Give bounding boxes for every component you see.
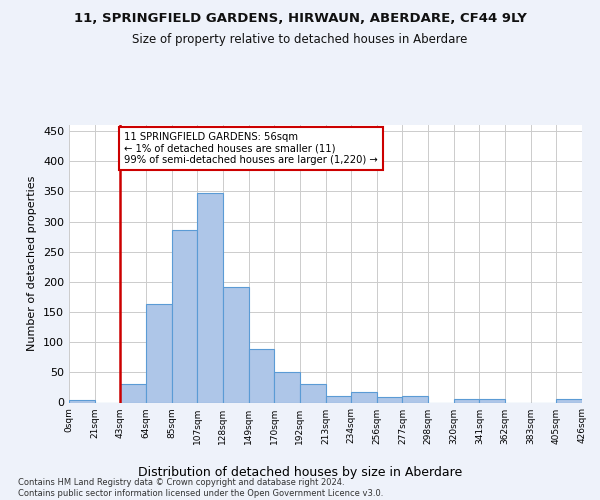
Bar [248, 349, 274, 403]
Text: 11, SPRINGFIELD GARDENS, HIRWAUN, ABERDARE, CF44 9LY: 11, SPRINGFIELD GARDENS, HIRWAUN, ABERDA… [74, 12, 526, 26]
Bar [197, 193, 223, 402]
Text: Size of property relative to detached houses in Aberdare: Size of property relative to detached ho… [133, 32, 467, 46]
Bar [479, 400, 505, 402]
Bar [274, 372, 300, 402]
Bar [351, 392, 377, 402]
Bar [172, 230, 197, 402]
Bar [454, 400, 479, 402]
Bar [325, 396, 351, 402]
Text: Distribution of detached houses by size in Aberdare: Distribution of detached houses by size … [138, 466, 462, 479]
Bar [377, 397, 403, 402]
Bar [69, 400, 95, 402]
Bar [403, 396, 428, 402]
Bar [300, 384, 325, 402]
Text: 11 SPRINGFIELD GARDENS: 56sqm
← 1% of detached houses are smaller (11)
99% of se: 11 SPRINGFIELD GARDENS: 56sqm ← 1% of de… [124, 132, 378, 166]
Bar [146, 304, 172, 402]
Y-axis label: Number of detached properties: Number of detached properties [28, 176, 37, 352]
Bar [556, 400, 582, 402]
Bar [223, 286, 248, 403]
Text: Contains HM Land Registry data © Crown copyright and database right 2024.
Contai: Contains HM Land Registry data © Crown c… [18, 478, 383, 498]
Bar [121, 384, 146, 402]
